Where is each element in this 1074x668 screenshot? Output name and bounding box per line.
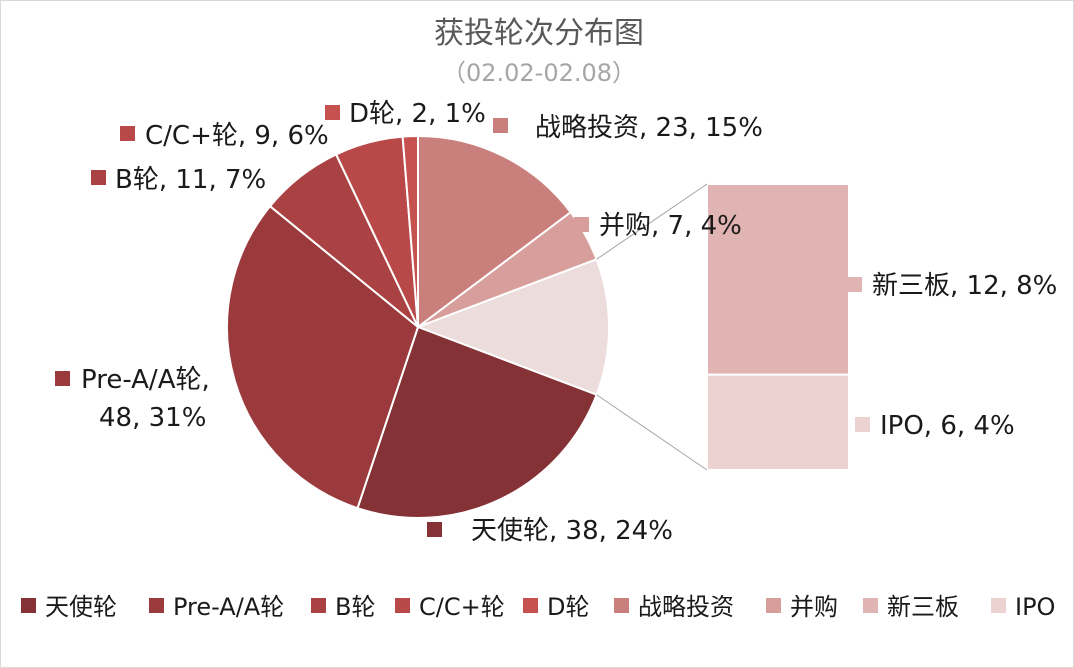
legend-label: 战略投资 (638, 593, 734, 621)
legend-swatch-pre-a-a (149, 598, 164, 613)
legend-label: 并购 (790, 593, 838, 621)
secondary-bar-group (706, 183, 850, 472)
legend-swatch-d (523, 598, 538, 613)
chart-subtitle: （02.02-02.08） (442, 59, 636, 87)
data-label-text: 新三板, 12, 8% (872, 271, 1057, 301)
data-label-b: B轮, 11, 7% (91, 165, 266, 195)
bar-segment-ipo (706, 373, 850, 472)
legend-item-cat-7: 新三板 (863, 593, 959, 621)
legend-swatch-cat-7 (863, 598, 878, 613)
data-label-text: Pre-A/A轮, (81, 365, 210, 395)
data-label-cat-0: 天使轮, 38, 24% (427, 516, 673, 546)
data-label-text: IPO, 6, 4% (880, 411, 1015, 441)
legend: 天使轮 Pre-A/A轮 B轮 C/C+轮 D轮 战略投资 并购 新三板 IPO (21, 593, 1055, 621)
legend-swatch-b (311, 598, 326, 613)
chart-title: 获投轮次分布图 (434, 16, 644, 51)
legend-item-cat-5: 战略投资 (614, 593, 734, 621)
data-label-text: B轮, 11, 7% (115, 165, 266, 195)
legend-label: 天使轮 (45, 593, 117, 621)
legend-item-cat-6: 并购 (766, 593, 838, 621)
pie-slice-cat-5 (417, 134, 573, 330)
legend-item-d: D轮 (523, 593, 589, 621)
data-label-marker-c-c (120, 126, 135, 141)
pie-group (226, 134, 610, 519)
pie-slice-cat-0 (356, 325, 598, 519)
legend-swatch-cat-5 (614, 598, 629, 613)
data-label-text: 48, 31% (99, 403, 206, 433)
data-label-marker-d (325, 105, 340, 120)
data-label-pre-a-a: Pre-A/A轮, 48, 31% (55, 365, 210, 433)
data-label-marker-ipo (855, 417, 870, 432)
data-label-text: 并购, 7, 4% (599, 211, 742, 241)
data-labels: 天使轮, 38, 24% Pre-A/A轮, 48, 31% B轮, 11, 7% C/… (55, 99, 1057, 546)
legend-swatch-cat-0 (21, 598, 36, 613)
legend-label: Pre-A/A轮 (173, 593, 284, 621)
legend-item-pre-a-a: Pre-A/A轮 (149, 593, 284, 621)
legend-item-cat-0: 天使轮 (21, 593, 117, 621)
legend-label: B轮 (335, 593, 375, 621)
data-label-cat-5: 战略投资, 23, 15% (493, 113, 763, 143)
connector-lines (596, 183, 708, 471)
data-label-marker-cat-6 (574, 217, 589, 232)
bar-segment-cat-7 (706, 183, 850, 376)
pie-slice-other (415, 257, 610, 397)
data-label-text: 天使轮, 38, 24% (471, 516, 673, 546)
legend-swatch-cat-6 (766, 598, 781, 613)
data-label-text: D轮, 2, 1% (349, 99, 486, 129)
data-label-d: D轮, 2, 1% (325, 99, 486, 129)
data-label-marker-cat-7 (847, 277, 862, 292)
data-label-marker-pre-a-a (55, 371, 70, 386)
legend-item-b: B轮 (311, 593, 375, 621)
data-label-c-c: C/C+轮, 9, 6% (120, 121, 329, 151)
connector-line-bottom (596, 394, 708, 471)
legend-label: C/C+轮 (419, 593, 505, 621)
legend-label: D轮 (547, 593, 589, 621)
data-label-ipo: IPO, 6, 4% (855, 411, 1015, 441)
legend-swatch-c-c (395, 598, 410, 613)
connector-line-top (596, 183, 708, 260)
data-label-cat-6: 并购, 7, 4% (574, 211, 742, 241)
legend-item-c-c: C/C+轮 (395, 593, 505, 621)
legend-item-ipo: IPO (991, 593, 1055, 621)
data-label-marker-cat-0 (427, 522, 442, 537)
legend-label: IPO (1015, 593, 1055, 621)
pie-slice-pre-a-a (226, 204, 420, 510)
pie-slice-d (401, 134, 419, 328)
legend-label: 新三板 (887, 593, 959, 621)
data-label-marker-cat-5 (493, 118, 508, 133)
data-label-cat-7: 新三板, 12, 8% (847, 271, 1057, 301)
data-label-text: 战略投资, 23, 15% (535, 113, 763, 143)
data-label-text: C/C+轮, 9, 6% (145, 121, 329, 151)
data-label-marker-b (91, 170, 106, 185)
legend-swatch-ipo (991, 598, 1006, 613)
